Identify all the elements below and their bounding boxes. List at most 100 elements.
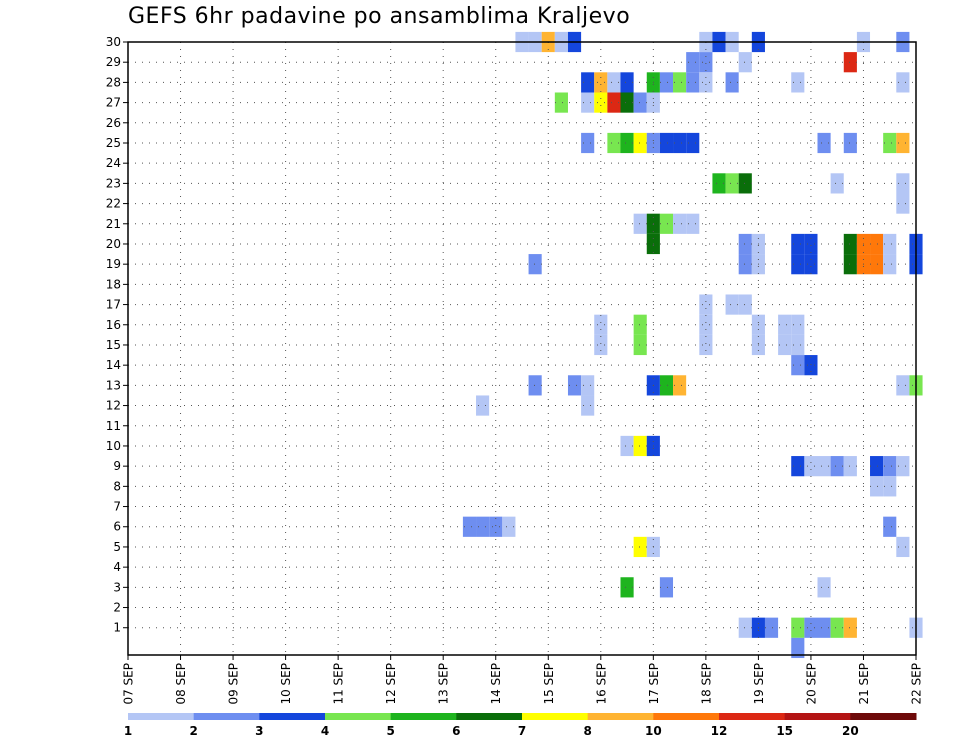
heatmap-cell	[804, 456, 818, 477]
y-tick-label: 29	[106, 55, 121, 69]
legend-swatch	[522, 713, 589, 720]
legend-swatch	[259, 713, 326, 720]
heatmap-cell	[476, 395, 490, 416]
heatmap-cell	[581, 92, 595, 113]
heatmap-cell	[791, 334, 805, 356]
x-tick-label: 12 SEP	[384, 663, 398, 705]
heatmap-cell	[804, 617, 818, 638]
y-tick-label: 1	[113, 621, 121, 635]
heatmap-cell	[883, 254, 897, 275]
heatmap-cell	[607, 92, 621, 113]
heatmap-cell	[791, 314, 805, 335]
heatmap-cell	[791, 72, 805, 93]
heatmap-cell	[883, 456, 897, 477]
legend-label: 1	[124, 724, 132, 738]
x-tick-label: 16 SEP	[594, 663, 608, 705]
legend-swatch	[784, 713, 851, 720]
x-tick-label: 14 SEP	[489, 663, 503, 705]
heatmap-cell	[633, 536, 647, 558]
heatmap-cell	[738, 617, 752, 638]
heatmap-cell	[896, 173, 910, 194]
x-tick-label: 11 SEP	[332, 663, 346, 705]
heatmap-cell	[594, 314, 608, 335]
heatmap-cell	[870, 233, 884, 255]
heatmap-cell	[804, 355, 818, 376]
heatmap-cell	[633, 334, 647, 356]
heatmap-cell	[804, 254, 818, 275]
heatmap-cell	[489, 516, 503, 537]
legend-swatch	[587, 713, 654, 720]
legend-label: 12	[711, 724, 728, 738]
heatmap-cell	[476, 516, 490, 537]
heatmap-cell	[725, 294, 739, 315]
heatmap-cell	[870, 476, 884, 497]
heatmap-cell	[673, 72, 687, 93]
y-tick-label: 16	[106, 318, 121, 332]
heatmap-cell	[843, 254, 857, 275]
heatmap-cell	[581, 72, 595, 93]
y-tick-label: 14	[106, 358, 121, 372]
heatmap-cell	[804, 233, 818, 255]
heatmap-cell	[620, 92, 634, 113]
legend-label: 3	[255, 724, 263, 738]
heatmap-cell	[817, 617, 831, 638]
y-tick-label: 17	[106, 298, 121, 312]
heatmap-cell	[594, 334, 608, 356]
legend-label: 4	[321, 724, 329, 738]
heatmap-cell	[620, 72, 634, 93]
heatmap-cell	[830, 617, 844, 638]
x-tick-label: 22 SEP	[910, 663, 924, 705]
heatmap-cell	[738, 233, 752, 255]
x-tick-label: 09 SEP	[227, 663, 241, 705]
y-tick-label: 25	[106, 136, 121, 150]
plot-frame	[127, 41, 917, 656]
y-tick-label: 19	[106, 257, 121, 271]
y-tick-label: 23	[106, 176, 121, 190]
heatmap-cell	[607, 132, 621, 154]
heatmap-cell	[659, 72, 674, 93]
heatmap-cell	[686, 213, 700, 234]
heatmap-cell	[843, 617, 857, 638]
heatmap-cell	[896, 375, 910, 396]
heatmap-cell	[883, 516, 897, 537]
color-legend: 1 2 3 4 5 6 7 8 10 12 15 20	[124, 713, 917, 738]
legend-label: 2	[189, 724, 197, 738]
y-tick-label: 24	[106, 156, 121, 170]
y-tick-label: 11	[106, 419, 121, 433]
heatmap-cell	[659, 213, 674, 234]
heatmap-cell	[896, 456, 910, 477]
heatmap-cell	[725, 72, 739, 93]
heatmap-cell	[673, 375, 687, 396]
heatmap-cell	[778, 314, 792, 335]
heatmap-cell	[843, 52, 857, 73]
heatmap-cell	[778, 334, 792, 356]
heatmap-cell	[673, 132, 687, 154]
legend-label: 5	[386, 724, 394, 738]
y-tick-label: 26	[106, 116, 121, 130]
heatmap-cell	[699, 334, 713, 356]
legend-label: 6	[452, 724, 460, 738]
y-tick-label: 22	[106, 197, 121, 211]
y-tick-label: 27	[106, 96, 121, 110]
heatmap-cell	[843, 132, 857, 154]
y-tick-label: 18	[106, 277, 121, 291]
heatmap-cell	[633, 92, 647, 113]
heatmap-cell	[620, 577, 634, 598]
x-tick-label: 15 SEP	[542, 663, 556, 705]
heatmap-cell	[673, 213, 687, 234]
legend-swatch	[325, 713, 392, 720]
heatmap-cell	[699, 294, 713, 315]
heatmap-cell	[791, 617, 805, 638]
y-tick-label: 5	[113, 540, 121, 554]
heatmap-cell	[883, 476, 897, 497]
heatmap-cell	[633, 213, 647, 234]
heatmap-cell	[791, 637, 805, 659]
heatmap-cell	[686, 52, 700, 73]
y-tick-label: 21	[106, 217, 121, 231]
x-tick-label: 18 SEP	[699, 663, 713, 705]
x-tick-label: 13 SEP	[437, 663, 451, 705]
heatmap-cell	[659, 132, 674, 154]
legend-swatch	[456, 713, 523, 720]
heatmap-cell	[791, 456, 805, 477]
